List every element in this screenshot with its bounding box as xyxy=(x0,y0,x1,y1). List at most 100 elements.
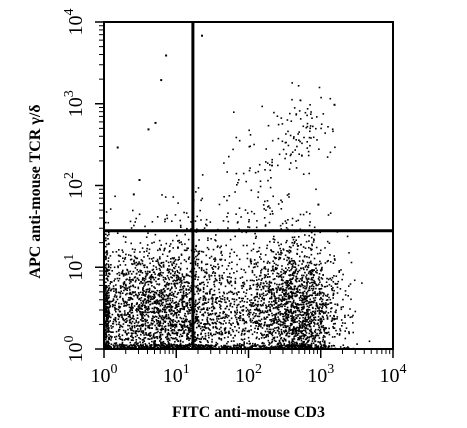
data-point xyxy=(209,292,211,294)
data-point xyxy=(289,282,292,284)
data-point xyxy=(339,346,342,348)
data-point xyxy=(177,240,179,242)
data-point xyxy=(288,260,291,262)
data-point xyxy=(146,247,148,250)
data-point xyxy=(295,303,297,305)
data-point xyxy=(159,272,161,275)
data-point xyxy=(161,310,164,313)
data-point xyxy=(134,331,137,333)
data-point xyxy=(311,244,313,247)
data-point xyxy=(105,308,108,311)
data-point xyxy=(193,311,196,314)
data-point xyxy=(305,295,307,297)
data-point xyxy=(325,281,328,283)
data-point xyxy=(248,288,251,290)
data-point xyxy=(340,306,343,309)
data-point xyxy=(211,267,213,269)
data-point xyxy=(310,331,313,334)
data-point xyxy=(124,256,127,259)
data-point xyxy=(234,235,236,238)
data-point xyxy=(131,263,133,265)
data-point xyxy=(153,294,156,297)
data-point xyxy=(125,283,127,286)
data-point xyxy=(277,264,279,267)
data-point xyxy=(255,313,257,315)
data-point xyxy=(118,333,121,336)
data-point xyxy=(310,345,313,348)
data-point xyxy=(176,309,178,311)
data-point xyxy=(127,338,130,341)
data-point xyxy=(318,263,321,266)
data-point xyxy=(185,249,187,252)
data-point xyxy=(162,328,165,330)
data-point xyxy=(108,296,110,298)
data-point xyxy=(163,306,165,309)
data-point xyxy=(215,331,217,333)
data-point xyxy=(106,268,108,271)
data-point xyxy=(283,292,286,295)
data-point xyxy=(224,328,226,330)
data-point xyxy=(156,320,158,322)
data-point xyxy=(309,285,311,288)
data-point xyxy=(105,310,107,313)
data-point xyxy=(194,275,197,277)
data-point xyxy=(174,265,177,268)
data-point xyxy=(119,296,121,299)
data-point xyxy=(137,321,140,323)
data-point xyxy=(179,279,181,281)
data-point xyxy=(187,311,189,313)
data-point xyxy=(285,308,287,311)
data-point xyxy=(149,346,151,349)
data-point xyxy=(293,346,296,348)
data-point xyxy=(132,270,135,273)
data-point xyxy=(350,298,352,301)
data-point xyxy=(314,297,317,299)
data-point xyxy=(270,318,273,321)
data-point xyxy=(183,259,186,261)
data-point xyxy=(298,289,301,291)
data-point xyxy=(118,277,121,280)
data-point xyxy=(196,320,198,322)
data-point xyxy=(246,289,248,291)
data-point xyxy=(139,242,142,244)
data-point xyxy=(158,264,161,267)
data-point xyxy=(255,325,257,327)
data-point xyxy=(198,324,200,326)
data-point xyxy=(123,319,125,322)
data-point xyxy=(142,282,144,284)
data-point xyxy=(152,311,155,314)
data-point xyxy=(197,319,200,322)
data-point xyxy=(178,276,180,279)
data-point xyxy=(111,270,113,272)
data-point xyxy=(256,332,258,334)
data-point xyxy=(169,289,171,292)
data-point xyxy=(320,283,323,286)
data-point xyxy=(204,302,207,304)
data-point xyxy=(200,260,203,263)
data-point xyxy=(304,344,306,347)
data-point xyxy=(285,295,287,298)
data-point xyxy=(236,344,239,347)
data-point xyxy=(259,283,262,286)
data-point xyxy=(107,289,110,292)
data-point xyxy=(303,301,306,303)
data-point xyxy=(105,266,107,268)
data-point xyxy=(144,278,147,280)
data-point xyxy=(286,306,289,309)
data-point xyxy=(275,253,277,256)
data-point xyxy=(144,264,146,266)
data-point xyxy=(290,291,292,294)
data-point xyxy=(254,237,257,239)
data-point xyxy=(279,310,281,313)
data-point xyxy=(287,295,290,298)
data-point xyxy=(186,302,189,304)
data-point xyxy=(271,292,273,295)
data-point xyxy=(273,307,275,309)
data-point xyxy=(128,319,131,322)
data-point xyxy=(209,346,211,348)
data-point xyxy=(295,276,297,278)
data-point xyxy=(125,285,127,287)
data-point xyxy=(278,342,280,344)
data-point xyxy=(218,337,220,340)
data-point xyxy=(105,277,108,280)
